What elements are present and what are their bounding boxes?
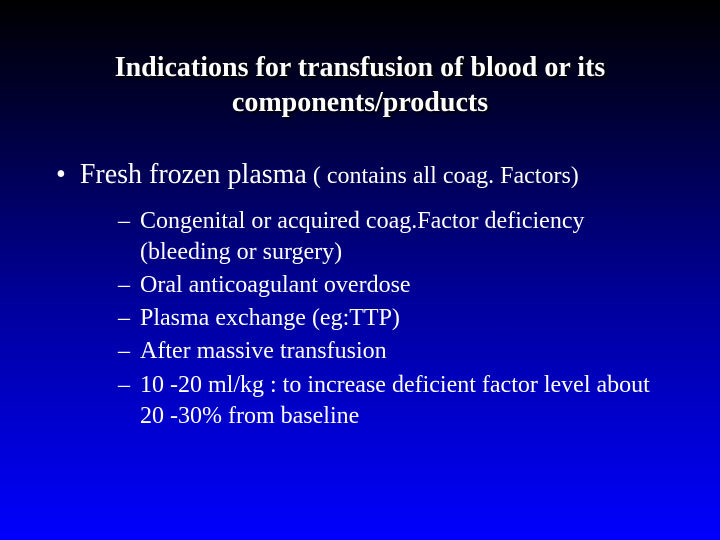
dash-icon: – [118,206,130,237]
list-item-text: Plasma exchange (eg:TTP) [140,303,670,334]
title-line-2: components/products [232,87,488,118]
list-item-text: Congenital or acquired coag.Factor defic… [140,206,670,268]
dash-icon: – [118,370,130,401]
list-item-text: Oral anticoagulant overdose [140,270,670,301]
title-line-1: Indications for transfusion of blood or … [115,52,606,83]
main-bullet-suffix: ( contains all coag. Factors) [307,163,579,189]
dash-icon: – [118,270,130,301]
list-item: – Congenital or acquired coag.Factor def… [118,206,670,268]
list-item-text: 10 -20 ml/kg : to increase deficient fac… [140,370,670,432]
main-bullet-text: Fresh frozen plasma ( contains all coag.… [80,158,579,192]
list-item: – 10 -20 ml/kg : to increase deficient f… [118,370,670,432]
dash-icon: – [118,336,130,367]
list-item: – Plasma exchange (eg:TTP) [118,303,670,334]
slide: Indications for transfusion of blood or … [0,0,720,540]
list-item-text: After massive transfusion [140,336,670,367]
list-item: – After massive transfusion [118,336,670,367]
main-bullet-label: Fresh frozen plasma [80,159,307,190]
slide-title: Indications for transfusion of blood or … [50,50,670,120]
list-item: – Oral anticoagulant overdose [118,270,670,301]
bullet-icon: • [56,161,66,189]
main-bullet: • Fresh frozen plasma ( contains all coa… [56,158,670,192]
sub-bullet-list: – Congenital or acquired coag.Factor def… [118,206,670,432]
dash-icon: – [118,303,130,334]
